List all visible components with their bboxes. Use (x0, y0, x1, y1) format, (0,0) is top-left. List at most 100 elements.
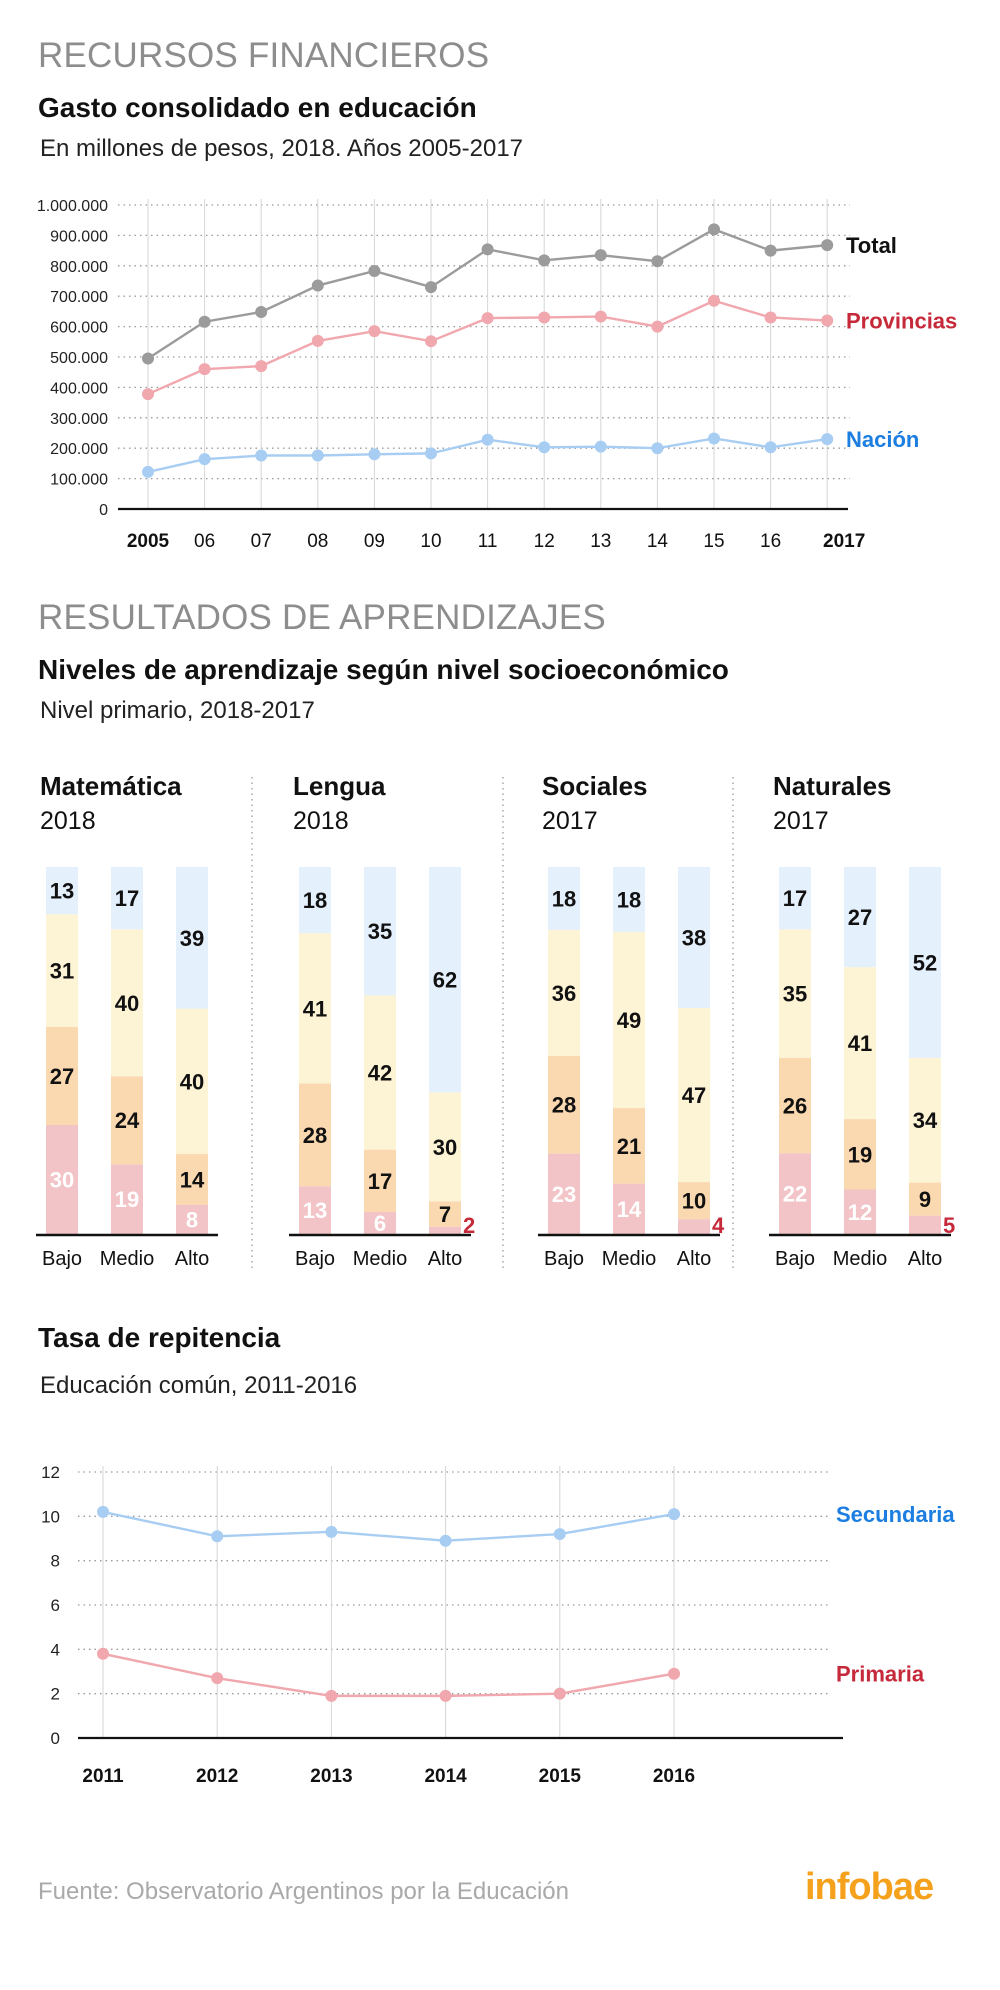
panel-year-lengua: 2018 (293, 807, 349, 835)
bar-segment-lengua (429, 1092, 461, 1202)
data-point-provincias (821, 314, 834, 327)
data-point-provincias (538, 311, 551, 324)
data-point-secundaria (668, 1508, 680, 1521)
panel-year-sociales: 2017 (542, 807, 598, 835)
data-label-naturales: 17 (783, 886, 807, 911)
data-label-sociales: 18 (617, 887, 641, 912)
data-label-matematica: 31 (50, 959, 74, 984)
bar-segment-lengua (364, 995, 396, 1150)
data-point-nacion (142, 465, 154, 478)
data-label-naturales: 52 (913, 950, 937, 975)
category-label-naturales: Medio (833, 1248, 887, 1270)
data-label-naturales: 5 (943, 1213, 955, 1238)
bar-segment-matematica (46, 1026, 78, 1125)
category-label-matematica: Bajo (42, 1248, 82, 1270)
bar-segment-lengua (299, 1083, 331, 1187)
y-tick-label: 4 (51, 1640, 60, 1659)
data-label-lengua: 30 (433, 1135, 457, 1160)
bar-segment-matematica (111, 929, 143, 1077)
bar-segment-lengua (364, 1211, 396, 1234)
bar-segment-naturales (844, 1119, 876, 1190)
y-tick-label: 8 (51, 1552, 60, 1571)
section-label-learning: RESULTADOS DE APRENDIZAJES (38, 598, 606, 637)
chart-title-spending: Gasto consolidado en educación (38, 92, 477, 123)
data-label-lengua: 6 (374, 1211, 386, 1236)
repetition-line-chart: 0 2 4 6 8 10 12 2011 2012 2013 2014 2015 2016 Secunda… (41, 1463, 955, 1787)
x-tick-label: 2013 (310, 1766, 352, 1787)
x-tick-label: 15 (703, 531, 724, 552)
data-label-naturales: 22 (783, 1182, 807, 1207)
bar-segment-sociales (613, 1108, 645, 1184)
bar-segment-naturales (779, 929, 811, 1058)
y-tick-label: 12 (41, 1463, 60, 1482)
data-label-matematica: 19 (115, 1187, 139, 1212)
y-tick-label: 6 (51, 1596, 60, 1615)
bar-segment-naturales (779, 1057, 811, 1154)
data-label-lengua: 42 (368, 1061, 392, 1086)
x-tick-label: 2016 (653, 1766, 695, 1787)
bar-segment-sociales (613, 867, 645, 932)
data-label-sociales: 23 (552, 1182, 576, 1207)
data-point-provincias (255, 360, 268, 373)
section-label-financial: RECURSOS FINANCIEROS (38, 36, 490, 75)
data-point-nacion (198, 453, 211, 466)
bar-segment-naturales (779, 1153, 811, 1234)
bar-segment-sociales (678, 1182, 710, 1220)
data-point-total (311, 279, 324, 292)
data-label-matematica: 13 (50, 879, 74, 904)
bar-segment-lengua (429, 867, 461, 1093)
data-point-provincias (764, 311, 777, 324)
bar-segment-lengua (364, 1149, 396, 1212)
panel-year-matematica: 2018 (40, 807, 96, 835)
data-label-lengua: 18 (303, 888, 327, 913)
data-point-secundaria (553, 1528, 566, 1541)
bar-segment-matematica (176, 1154, 208, 1205)
bar-segment-matematica (111, 867, 143, 930)
data-point-provincias (368, 325, 381, 338)
data-label-matematica: 8 (186, 1207, 198, 1232)
x-tick-label: 14 (647, 531, 669, 552)
panel-title-naturales: Naturales (773, 771, 892, 801)
data-label-matematica: 40 (115, 991, 139, 1016)
bar-segment-lengua (299, 867, 331, 934)
data-label-sociales: 14 (617, 1197, 642, 1222)
x-tick-label: 11 (478, 531, 498, 552)
bar-segment-lengua (299, 1186, 331, 1234)
series-label-provincias: Provincias (846, 309, 957, 334)
data-label-naturales: 34 (913, 1108, 938, 1133)
data-label-lengua: 2 (463, 1213, 475, 1238)
data-point-total (368, 264, 381, 277)
chart-subtitle-repetition: Educación común, 2011-2016 (40, 1372, 358, 1399)
y-tick-label: 800.000 (50, 259, 108, 276)
bar-segment-lengua (364, 867, 396, 996)
bar-segment-sociales (548, 1055, 580, 1154)
data-point-provincias (651, 320, 664, 333)
data-point-total (538, 254, 551, 267)
bar-segment-lengua (429, 1226, 461, 1234)
data-label-sociales: 28 (552, 1093, 576, 1118)
x-tick-label: 2005 (127, 531, 170, 552)
panel-year-naturales: 2017 (773, 807, 829, 835)
data-label-naturales: 26 (783, 1094, 807, 1119)
series-line-primaria (102, 1652, 675, 1698)
y-tick-label: 1.000.000 (37, 198, 108, 215)
spending-line-chart: 0 100.000 200.000 300.000 400.000 500.000 600.… (37, 198, 957, 552)
x-tick-label: 06 (194, 531, 215, 552)
series-label-primaria: Primaria (836, 1662, 925, 1687)
x-tick-label: 2017 (823, 531, 865, 552)
data-point-nacion (311, 449, 324, 462)
bar-segment-matematica (176, 1204, 208, 1234)
bar-segment-matematica (111, 1164, 143, 1234)
bar-segment-naturales (844, 967, 876, 1120)
y-tick-label: 400.000 (50, 380, 108, 397)
data-label-naturales: 19 (848, 1142, 872, 1167)
bar-segment-naturales (909, 1215, 941, 1234)
bar-segment-sociales (548, 929, 580, 1056)
data-point-primaria (553, 1687, 566, 1700)
category-label-matematica: Medio (100, 1248, 154, 1270)
y-tick-label: 0 (99, 502, 108, 519)
x-tick-label: 08 (307, 531, 328, 552)
footer-source: Fuente: Observatorio Argentinos por la E… (38, 1878, 569, 1905)
chart-subtitle-spending: En millones de pesos, 2018. Años 2005-20… (40, 135, 524, 162)
data-label-sociales: 47 (682, 1083, 706, 1108)
